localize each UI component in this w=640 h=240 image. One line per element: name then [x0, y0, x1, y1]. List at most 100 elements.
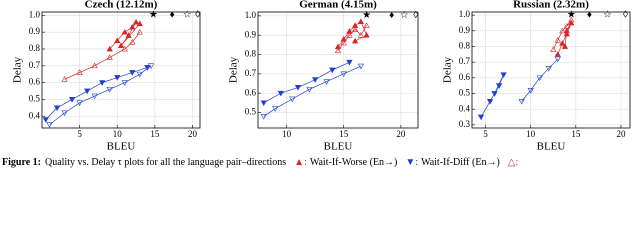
reference-marker: ★ — [149, 10, 158, 21]
data-point — [527, 87, 534, 94]
reference-marker: ☆ — [400, 10, 409, 21]
data-point — [114, 37, 121, 43]
data-point — [136, 28, 143, 35]
data-point — [334, 43, 342, 50]
data-point — [306, 86, 313, 93]
data-point — [550, 46, 557, 53]
data-point — [76, 100, 83, 107]
y-tick-label: 0.6 — [459, 72, 471, 82]
legend-text: Wait-If-Diff (En→) — [421, 157, 500, 168]
panel: Russian (2.32m) 0.3 0.4 0.5 0.6 0.7 0.8 0.9 1.0 5… — [442, 0, 631, 153]
data-point — [554, 51, 561, 57]
data-point — [129, 39, 136, 45]
reference-marker: ★ — [567, 9, 576, 20]
data-point — [563, 22, 570, 29]
reference-marker: ♦ — [587, 9, 592, 20]
data-point — [536, 75, 543, 82]
y-tick-label: 0.8 — [459, 41, 471, 51]
data-point — [289, 96, 296, 103]
data-point — [500, 72, 507, 78]
data-point — [357, 63, 364, 70]
x-tick-label: 20 — [396, 129, 406, 139]
data-point — [495, 83, 503, 89]
series-line — [64, 31, 141, 80]
axes-frame — [257, 11, 419, 129]
data-point — [563, 27, 570, 34]
series-line — [109, 21, 141, 50]
x-tick-label: 15 — [150, 129, 160, 139]
data-point — [46, 122, 53, 128]
data-point — [294, 85, 302, 91]
y-tick-label: 0.6 — [245, 87, 257, 97]
data-point — [106, 54, 113, 60]
data-point — [277, 90, 284, 97]
data-point — [334, 47, 342, 54]
reference-marker: ★ — [362, 10, 371, 21]
data-point — [99, 80, 106, 86]
caption-text: Quality vs. Delay τ plots for all the la… — [45, 157, 286, 168]
data-point — [545, 66, 552, 72]
data-point — [84, 88, 91, 95]
axes-frame — [471, 11, 631, 129]
y-axis-label: Delay — [12, 56, 24, 83]
data-point — [106, 86, 113, 93]
y-tick-label: 0.9 — [29, 26, 41, 36]
legend-symbol: ▼: — [405, 157, 418, 168]
x-tick-label: 5 — [483, 129, 488, 139]
panel: Czech (12.12m) 0.4 0.5 0.6 0.7 0.8 0.9 1.0 5 10 15… — [12, 0, 201, 153]
reference-marker: ♦ — [389, 10, 394, 21]
series-line — [49, 65, 152, 125]
panel: German (4.15m) 0.5 0.6 0.7 0.8 0.9 1.0 10 15 20 BL… — [228, 0, 419, 153]
y-tick-label: 0.4 — [29, 110, 41, 120]
data-point — [129, 70, 136, 76]
x-tick-label: 10 — [282, 129, 292, 139]
reference-marker: ◊ — [195, 10, 200, 21]
data-point — [357, 18, 364, 25]
reference-marker: ◊ — [413, 10, 418, 21]
axes-frame — [41, 11, 201, 129]
y-tick-label: 0.7 — [459, 56, 471, 66]
data-point — [136, 71, 143, 78]
data-point — [554, 56, 561, 63]
data-point — [121, 28, 128, 35]
data-point — [312, 77, 319, 83]
data-point — [559, 40, 566, 46]
data-point — [352, 22, 359, 28]
y-tick-label: 0.8 — [29, 43, 41, 53]
series-line — [480, 74, 504, 118]
data-point — [352, 37, 359, 44]
panel-title: Russian (2.32m) — [513, 0, 589, 11]
x-tick-label: 15 — [339, 129, 349, 139]
reference-marker: ♦ — [170, 10, 175, 21]
x-tick-label: 20 — [616, 129, 626, 139]
data-point — [340, 39, 347, 46]
y-tick-label: 0.7 — [245, 68, 257, 78]
data-point — [147, 63, 155, 70]
x-tick-label: 15 — [571, 129, 581, 139]
y-tick-label: 0.7 — [29, 60, 41, 70]
panel-title: German (4.15m) — [299, 0, 377, 11]
y-axis-label: Delay — [442, 56, 454, 83]
y-tick-label: 1.0 — [459, 9, 471, 19]
data-point — [53, 105, 61, 112]
series-line — [552, 19, 572, 50]
data-point — [121, 80, 128, 86]
y-tick-label: 0.4 — [459, 103, 471, 113]
y-tick-label: 0.6 — [29, 77, 41, 87]
data-point — [346, 59, 353, 66]
data-point — [61, 110, 68, 117]
data-point — [346, 28, 353, 34]
x-axis-label: BLEU — [324, 141, 353, 153]
data-point — [518, 98, 525, 105]
legend-text: Wait-If-Worse (En→) — [310, 157, 398, 168]
data-point — [129, 23, 136, 30]
panel-title: Czech (12.12m) — [85, 0, 158, 11]
series-line — [337, 25, 367, 51]
data-point — [68, 97, 76, 103]
data-point — [117, 42, 125, 49]
series-line — [263, 61, 350, 104]
data-point — [346, 31, 353, 38]
data-point — [352, 26, 359, 32]
data-point — [106, 45, 113, 52]
data-point — [136, 20, 143, 27]
